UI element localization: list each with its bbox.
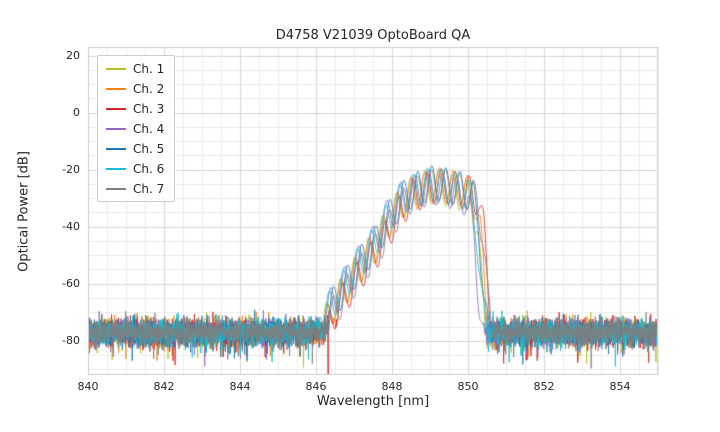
- y-tick-label: -20: [62, 162, 80, 176]
- legend-swatch: [106, 67, 126, 70]
- x-tick-label: 842: [153, 380, 175, 393]
- legend-label: Ch. 7: [133, 181, 165, 196]
- legend-item: Ch. 3: [106, 101, 164, 116]
- legend-swatch: [106, 87, 126, 90]
- y-axis-label: Optical Power [dB]: [16, 151, 32, 272]
- y-tick-label: -60: [62, 276, 80, 290]
- legend-item: Ch. 7: [106, 181, 164, 196]
- y-tick-label: 20: [66, 48, 80, 62]
- x-tick-label: 848: [381, 380, 403, 393]
- x-axis-label: Wavelength [nm]: [316, 394, 430, 409]
- legend-swatch: [106, 167, 126, 170]
- legend-swatch: [106, 127, 126, 130]
- legend-item: Ch. 5: [106, 141, 164, 156]
- x-tick-label: 846: [305, 380, 327, 393]
- legend-item: Ch. 2: [106, 81, 164, 96]
- chart-title: D4758 V21039 OptoBoard QA: [275, 28, 471, 43]
- legend-swatch: [106, 147, 126, 150]
- legend: Ch. 1 Ch. 2 Ch. 3 Ch. 4 Ch. 5 Ch. 6 Ch. 7: [97, 55, 176, 202]
- legend-swatch: [106, 107, 126, 110]
- legend-label: Ch. 6: [133, 161, 165, 176]
- legend-label: Ch. 1: [133, 61, 165, 76]
- legend-item: Ch. 4: [106, 121, 164, 136]
- legend-item: Ch. 1: [106, 61, 164, 76]
- x-tick-label: 840: [77, 380, 99, 393]
- legend-label: Ch. 4: [133, 121, 165, 136]
- legend-label: Ch. 2: [133, 81, 165, 96]
- y-tick-label: -40: [62, 219, 80, 233]
- legend-item: Ch. 6: [106, 161, 164, 176]
- y-tick-label: 0: [73, 105, 80, 119]
- x-tick-label: 854: [609, 380, 631, 393]
- y-tick-label: -80: [62, 333, 80, 347]
- x-tick-label: 850: [457, 380, 479, 393]
- x-tick-label: 844: [229, 380, 251, 393]
- x-tick-label: 852: [533, 380, 555, 393]
- legend-label: Ch. 5: [133, 141, 165, 156]
- legend-swatch: [106, 187, 126, 190]
- legend-label: Ch. 3: [133, 101, 165, 116]
